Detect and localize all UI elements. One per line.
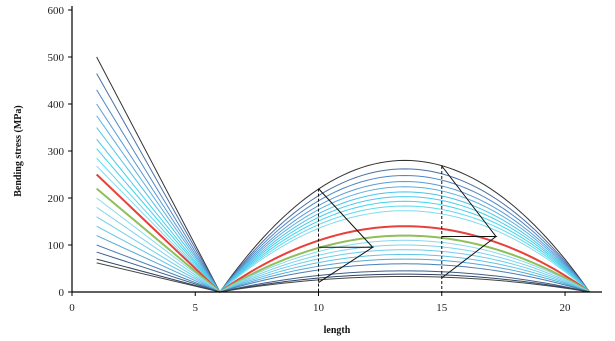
stress-curve-7 bbox=[96, 138, 591, 293]
x-tick-label-10: 10 bbox=[313, 302, 325, 314]
stress-curve-19 bbox=[96, 251, 590, 293]
stress-curve-10 bbox=[96, 165, 590, 293]
stress-curves bbox=[95, 56, 591, 294]
stress-curve-14 bbox=[96, 206, 590, 293]
stress-curve-6 bbox=[96, 127, 591, 293]
stress-curve-20 bbox=[96, 258, 590, 293]
stress-curve-9 bbox=[96, 157, 591, 293]
stress-curve-18 bbox=[96, 244, 590, 293]
x-tick-label-5: 5 bbox=[193, 302, 199, 314]
y-tick-label-600: 600 bbox=[48, 5, 65, 17]
x-tick-label-0: 0 bbox=[69, 302, 75, 314]
stress-curve-15 bbox=[96, 216, 590, 293]
stress-curve-4 bbox=[96, 103, 591, 293]
x-axis-title: length bbox=[324, 325, 351, 336]
stress-curve-8 bbox=[96, 148, 591, 293]
marker-bracket-1 bbox=[318, 188, 375, 284]
stress-curve-12 bbox=[96, 187, 591, 294]
stress-curve-11 bbox=[95, 173, 591, 294]
stress-curve-2 bbox=[96, 73, 591, 293]
stress-curve-5 bbox=[96, 115, 591, 293]
marker-bracket-2 bbox=[441, 165, 498, 279]
stress-curve-16 bbox=[96, 225, 590, 293]
axes: 0 100 200 300 400 500 600 0 5 10 15 20 bbox=[48, 5, 602, 314]
stress-curve-17 bbox=[96, 235, 590, 293]
y-tick-label-500: 500 bbox=[48, 52, 65, 64]
y-tick-label-200: 200 bbox=[48, 193, 65, 205]
stress-curve-1 bbox=[96, 56, 591, 293]
stress-curve-3 bbox=[96, 89, 591, 293]
y-tick-label-100: 100 bbox=[48, 240, 65, 252]
dashed-markers bbox=[318, 165, 498, 292]
y-tick-label-0: 0 bbox=[59, 287, 65, 299]
y-tick-label-300: 300 bbox=[48, 146, 65, 158]
stress-curve-13 bbox=[96, 197, 590, 293]
x-tick-label-20: 20 bbox=[560, 302, 572, 314]
y-tick-label-400: 400 bbox=[48, 99, 65, 111]
x-tick-label-15: 15 bbox=[436, 302, 448, 314]
stress-curve-21 bbox=[96, 262, 590, 293]
y-axis-title: Bending stress (MPa) bbox=[13, 105, 24, 196]
